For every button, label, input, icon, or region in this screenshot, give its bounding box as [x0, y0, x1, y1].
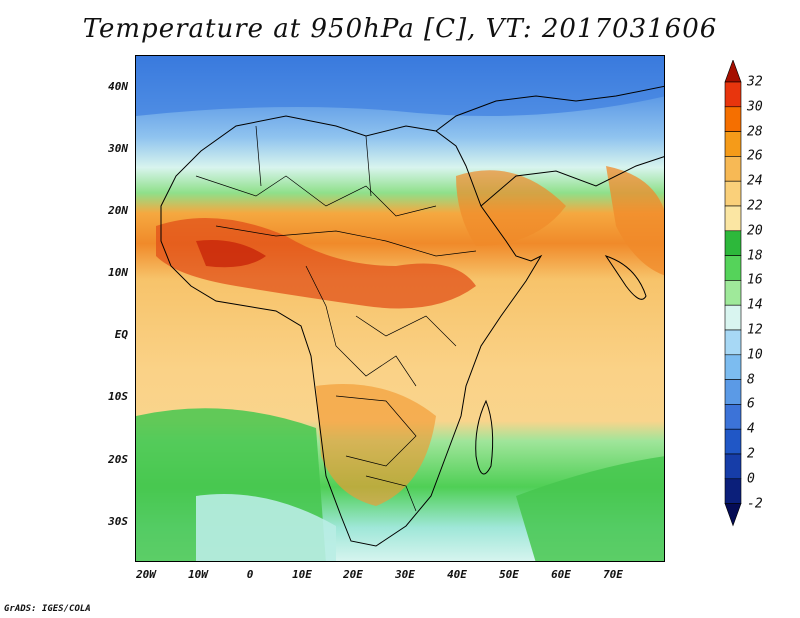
- colorbar-swatch: [724, 453, 742, 480]
- lon-label-10w: 10W: [188, 568, 208, 581]
- colorbar-swatch: [724, 404, 742, 430]
- lon-label-0: 0: [246, 568, 254, 581]
- colorbar-level-label: 8: [747, 372, 755, 388]
- lat-label-10n: 10N: [108, 266, 128, 279]
- colorbar: [724, 60, 742, 527]
- colorbar-level-label: -2: [747, 496, 763, 512]
- colorbar-swatch: [724, 230, 742, 256]
- colorbar-level-label: 2: [747, 446, 755, 462]
- lat-label-10s: 10S: [108, 390, 128, 403]
- south-indian-cool-region: [516, 456, 664, 561]
- colorbar-level-label: 14: [747, 297, 763, 313]
- colorbar-swatch: [724, 131, 742, 157]
- colorbar-swatch: [724, 428, 742, 455]
- colorbar-swatch: [724, 205, 742, 232]
- colorbar-swatch: [724, 379, 742, 405]
- country-borders: [195, 125, 477, 512]
- colorbar-swatch: [724, 478, 742, 504]
- lon-label-20e: 20E: [343, 568, 363, 581]
- colorbar-min-arrow: [724, 503, 742, 527]
- colorbar-swatch: [724, 106, 742, 132]
- arabia-warm-region: [456, 170, 566, 246]
- cold-current-region: [196, 494, 336, 561]
- colorbar-level-label: 24: [747, 173, 763, 189]
- lon-label-40e: 40E: [447, 568, 467, 581]
- lat-label-20n: 20N: [108, 204, 128, 217]
- colorbar-level-label: 22: [747, 198, 763, 214]
- lon-label-70e: 70E: [603, 568, 623, 581]
- colorbar-level-label: 4: [747, 421, 755, 437]
- colorbar-swatch: [724, 304, 742, 331]
- colorbar-level-label: 28: [747, 124, 763, 140]
- colorbar-swatch: [724, 354, 742, 380]
- colorbar-level-label: 18: [747, 248, 763, 264]
- colorbar-swatch: [724, 280, 742, 306]
- colorbar-swatch: [724, 81, 742, 108]
- colorbar-level-label: 12: [747, 322, 763, 338]
- colorbar-swatch: [724, 180, 742, 207]
- chart-title: Temperature at 950hPa [C], VT: 201703160…: [82, 14, 718, 44]
- lon-label-10e: 10E: [292, 568, 312, 581]
- lat-label-30s: 30S: [108, 515, 128, 528]
- lat-label-40n: 40N: [108, 80, 128, 93]
- colorbar-level-label: 10: [747, 347, 763, 363]
- colorbar-swatch: [724, 255, 742, 281]
- india-warm-region: [606, 166, 664, 276]
- colorbar-swatch: [724, 156, 742, 182]
- colorbar-level-label: 30: [747, 99, 763, 115]
- lon-label-30e: 30E: [395, 568, 415, 581]
- colorbar-level-label: 20: [747, 223, 763, 239]
- west-africa-max-region: [196, 240, 266, 268]
- colorbar-max-arrow: [724, 60, 742, 83]
- colorbar-level-label: 26: [747, 148, 763, 164]
- lat-label-20s: 20S: [108, 453, 128, 466]
- lat-label-eq: EQ: [114, 328, 128, 341]
- colorbar-swatch: [724, 329, 742, 356]
- lon-label-60e: 60E: [551, 568, 571, 581]
- coastlines: [160, 85, 664, 547]
- lon-label-50e: 50E: [499, 568, 519, 581]
- lat-label-30n: 30N: [108, 142, 128, 155]
- lon-label-20w: 20W: [136, 568, 156, 581]
- southern-africa-warm-region: [316, 384, 436, 506]
- map-canvas: [136, 56, 664, 561]
- colorbar-swatches: [724, 60, 742, 527]
- temperature-map: [135, 55, 665, 562]
- colorbar-level-label: 16: [747, 272, 763, 288]
- sahel-hot-region: [156, 218, 476, 309]
- software-credit: GrADS: IGES/COLA: [4, 604, 91, 614]
- colorbar-level-label: 0: [747, 471, 755, 487]
- colorbar-level-label: 6: [747, 396, 755, 412]
- mediterranean-cold-region: [136, 56, 664, 116]
- colorbar-level-label: 32: [747, 74, 763, 90]
